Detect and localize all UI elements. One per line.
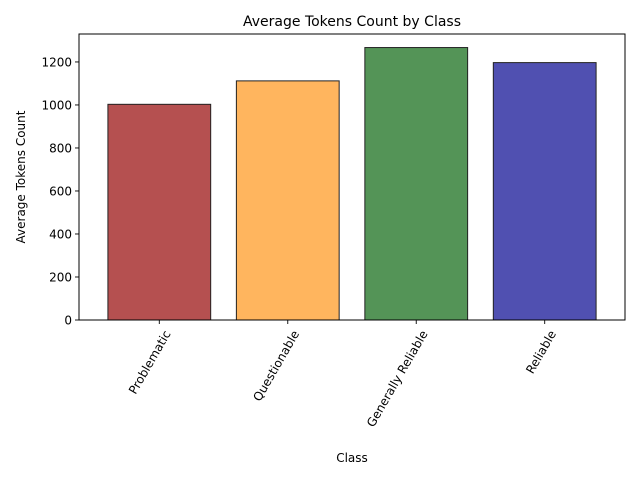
y-axis-label: Average Tokens Count [14,110,28,243]
y-tick-label: 800 [49,141,72,155]
y-tick-label: 400 [49,227,72,241]
y-tick-label: 0 [64,313,72,327]
x-tick-label: Questionable [250,328,302,404]
y-tick-label: 600 [49,184,72,198]
bar-generally-reliable [364,47,469,321]
x-axis-label: Class [336,451,368,465]
y-tick-label: 1200 [41,55,72,69]
chart-title: Average Tokens Count by Class [243,14,461,30]
x-tick-label: Problematic [126,328,174,397]
bar-reliable [492,62,597,321]
bar-questionable [235,80,340,321]
x-tick-label: Generally Reliable [364,328,431,429]
bar-problematic [107,103,212,321]
y-tick-label: 200 [49,270,72,284]
x-tick-label: Reliable [523,328,559,376]
plot-frame [78,33,626,321]
y-tick-label: 1000 [41,98,72,112]
plot-area: Problematic Questionable Generally Reliabl… [41,33,626,429]
